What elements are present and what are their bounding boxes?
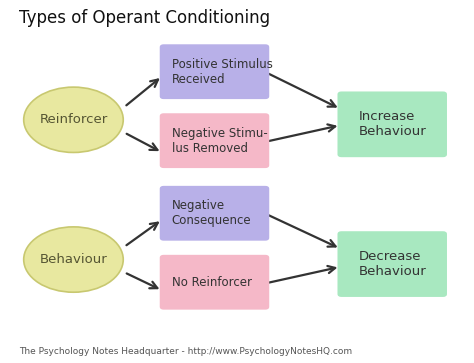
Text: Behaviour: Behaviour	[40, 253, 107, 266]
FancyBboxPatch shape	[160, 113, 269, 168]
FancyBboxPatch shape	[160, 255, 269, 310]
Text: Positive Stimulus
Received: Positive Stimulus Received	[172, 58, 273, 86]
Text: Negative Stimu-
lus Removed: Negative Stimu- lus Removed	[172, 127, 267, 155]
FancyBboxPatch shape	[337, 91, 447, 157]
Text: Negative
Consequence: Negative Consequence	[172, 199, 251, 227]
Ellipse shape	[24, 87, 123, 152]
Text: Reinforcer: Reinforcer	[39, 113, 108, 126]
FancyBboxPatch shape	[337, 231, 447, 297]
Text: No Reinforcer: No Reinforcer	[172, 276, 252, 289]
Text: Decrease
Behaviour: Decrease Behaviour	[358, 250, 426, 278]
FancyBboxPatch shape	[160, 186, 269, 241]
Text: Types of Operant Conditioning: Types of Operant Conditioning	[19, 9, 270, 27]
FancyBboxPatch shape	[160, 44, 269, 99]
Text: Increase
Behaviour: Increase Behaviour	[358, 110, 426, 138]
Text: The Psychology Notes Headquarter - http://www.PsychologyNotesHQ.com: The Psychology Notes Headquarter - http:…	[19, 347, 352, 356]
Ellipse shape	[24, 227, 123, 292]
